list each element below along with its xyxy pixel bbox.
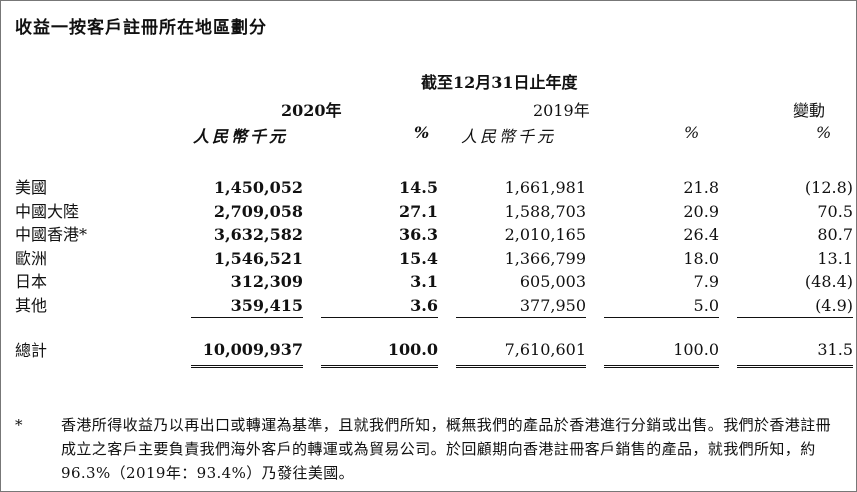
rmb-2019-cell: 377,950 xyxy=(456,293,586,318)
table-row: 日本 312,309 3.1 605,003 7.9 (48.4) xyxy=(1,270,853,294)
table-row: 美國 1,450,052 14.5 1,661,981 21.8 (12.8) xyxy=(1,176,853,200)
region-label: 美國 xyxy=(15,178,48,197)
rmb-2020-cell: 359,415 xyxy=(191,293,303,318)
footnote-text: 香港所得收益乃以再出口或轉運為基準，且就我們所知，概無我們的產品於香港進行分銷或… xyxy=(61,416,832,482)
column-rmb-2020: 人民幣千元 xyxy=(193,127,289,146)
pct-2019-cell: 21.8 xyxy=(683,178,719,197)
rmb-2020-cell: 3,632,582 xyxy=(213,225,303,244)
column-rmb-2019: 人民幣千元 xyxy=(461,127,557,146)
rmb-2020-cell: 312,309 xyxy=(230,272,303,291)
table-row: 中國香港* 3,632,582 36.3 2,010,165 26.4 80.7 xyxy=(1,223,853,247)
table-row: 其他 359,415 3.6 377,950 5.0 (4.9) xyxy=(1,293,853,318)
column-pct-change: % xyxy=(816,123,832,142)
rmb-2020-cell: 2,709,058 xyxy=(213,201,303,221)
pct-2020-cell: 3.1 xyxy=(410,272,438,291)
pct-2020-cell: 3.6 xyxy=(321,293,438,318)
rmb-2020-total: 10,009,937 xyxy=(191,335,303,368)
change-total: 31.5 xyxy=(737,335,853,368)
rmb-2019-total: 7,610,601 xyxy=(456,335,586,368)
change-cell: (48.4) xyxy=(804,272,853,291)
pct-2020-cell: 27.1 xyxy=(399,201,438,221)
rmb-2020-cell: 1,546,521 xyxy=(213,248,303,268)
pct-2019-cell: 18.0 xyxy=(683,248,719,268)
column-year-2019: 2019年 xyxy=(533,101,590,120)
table-row: 歐洲 1,546,521 15.4 1,366,799 18.0 13.1 xyxy=(1,247,853,271)
rmb-2019-cell: 1,588,703 xyxy=(504,201,586,221)
footnote-mark: * xyxy=(15,416,23,434)
change-cell: 80.7 xyxy=(817,225,853,244)
revenue-table: 美國 1,450,052 14.5 1,661,981 21.8 (12.8) … xyxy=(1,176,853,368)
pct-2020-total: 100.0 xyxy=(321,335,438,368)
pct-2019-cell: 20.9 xyxy=(683,201,719,221)
column-year-2020: 2020年 xyxy=(281,101,342,120)
rmb-2019-cell: 2,010,165 xyxy=(504,225,586,244)
change-cell: 70.5 xyxy=(817,201,853,221)
section-title: 收益一按客戶註冊所在地區劃分 xyxy=(15,18,267,38)
pct-2019-total: 100.0 xyxy=(604,335,719,368)
change-cell: 13.1 xyxy=(817,248,853,268)
pct-2020-cell: 14.5 xyxy=(399,178,438,197)
region-label: 中國大陸 xyxy=(15,201,80,221)
pct-2019-cell: 7.9 xyxy=(693,272,719,291)
total-row: 總計 10,009,937 100.0 7,610,601 100.0 31.5 xyxy=(1,335,853,368)
pct-2020-cell: 36.3 xyxy=(399,225,438,244)
rmb-2020-cell: 1,450,052 xyxy=(213,178,303,197)
column-pct-2019: % xyxy=(684,123,700,142)
pct-2020-cell: 15.4 xyxy=(399,248,438,268)
rmb-2019-cell: 1,661,981 xyxy=(504,178,586,197)
rmb-2019-cell: 1,366,799 xyxy=(504,248,586,268)
rmb-2019-cell: 605,003 xyxy=(519,272,586,291)
column-change: 變動 xyxy=(793,101,826,120)
region-label: 歐洲 xyxy=(15,248,48,268)
change-cell: (4.9) xyxy=(737,293,853,318)
region-label: 其他 xyxy=(15,295,48,315)
pct-2019-cell: 5.0 xyxy=(604,293,719,318)
change-cell: (12.8) xyxy=(804,178,853,197)
period-header: 截至12月31日止年度 xyxy=(421,73,578,92)
region-label: 中國香港* xyxy=(15,225,88,244)
column-pct-2020: % xyxy=(414,123,430,142)
table-row: 中國大陸 2,709,058 27.1 1,588,703 20.9 70.5 xyxy=(1,200,853,224)
region-label: 日本 xyxy=(15,272,48,291)
pct-2019-cell: 26.4 xyxy=(683,225,719,244)
total-label: 總計 xyxy=(15,340,48,360)
